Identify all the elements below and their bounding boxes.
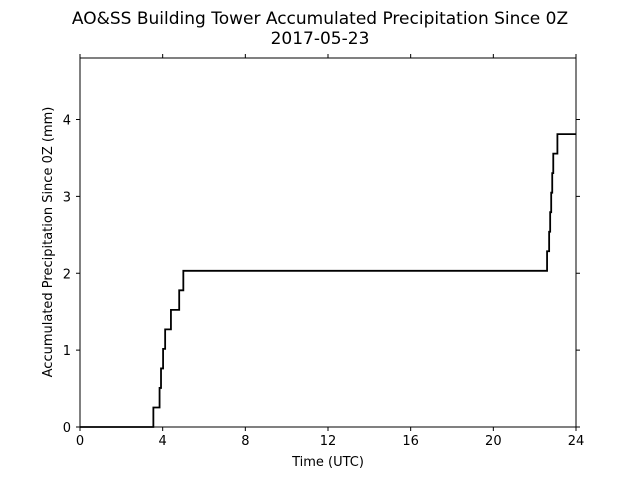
- y-tick-label: 4: [63, 114, 71, 129]
- y-tick-label: 0: [63, 421, 71, 436]
- x-tick-label: 16: [402, 434, 419, 449]
- precipitation-line: [80, 133, 576, 428]
- plot-frame: [79, 57, 577, 428]
- chart-title: AO&SS Building Tower Accumulated Precipi…: [72, 9, 568, 29]
- x-tick-label: 20: [485, 434, 502, 449]
- y-axis-label: Accumulated Precipitation Since 0Z (mm): [41, 107, 56, 378]
- y-tick-label: 1: [63, 344, 71, 359]
- y-tick-label: 2: [63, 267, 71, 282]
- x-tick-label: 8: [241, 434, 249, 449]
- x-tick-label: 12: [320, 434, 337, 449]
- chart-subtitle: 2017-05-23: [271, 29, 370, 49]
- y-tick-label: 3: [63, 190, 71, 205]
- x-axis-label: Time (UTC): [291, 455, 364, 470]
- x-tick-label: 24: [568, 434, 585, 449]
- x-tick-label: 0: [76, 434, 84, 449]
- x-tick-label: 4: [159, 434, 167, 449]
